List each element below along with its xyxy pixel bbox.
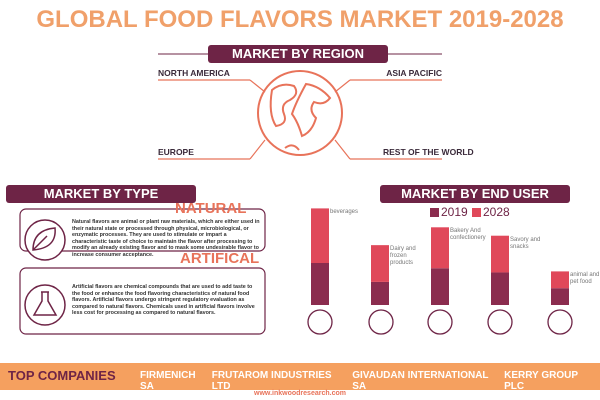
bar-segment <box>311 263 329 305</box>
bar-segment <box>311 208 329 263</box>
footer-band <box>0 363 600 390</box>
type-name: NATURAL <box>175 200 247 217</box>
end-user-icons <box>307 309 573 335</box>
legend-label: 2028 <box>483 205 510 219</box>
end-user-heading: MARKET BY END USER <box>380 185 570 203</box>
region-lines <box>158 79 442 160</box>
legend-swatch <box>430 208 439 217</box>
region-label: REST OF THE WORLD <box>383 147 474 157</box>
companies-heading: TOP COMPANIES <box>8 368 116 383</box>
type-heading: MARKET BY TYPE <box>6 185 196 203</box>
bar-segment <box>371 281 389 305</box>
bar-segment <box>551 288 569 305</box>
company: FIRMENICH SA <box>140 370 196 392</box>
company: GIVAUDAN INTERNATIONAL SA <box>352 370 489 392</box>
company: KERRY GROUP PLC <box>504 370 578 392</box>
globe <box>257 70 343 156</box>
leaf-icon <box>24 219 66 261</box>
legend-swatch <box>472 208 481 217</box>
region-label: ASIA PACIFIC <box>386 68 442 78</box>
company: FRUTAROM INDUSTRIES LTD <box>211 370 332 392</box>
title: GLOBAL FOOD FLAVORS MARKET 2019-2028 <box>36 6 564 33</box>
region-label: NORTH AMERICA <box>158 68 230 78</box>
company-list: FIRMENICH SA FRUTAROM INDUSTRIES LTD GIV… <box>140 370 600 392</box>
type-text: Artificial flavors are chemical compound… <box>72 284 255 317</box>
natural-box <box>19 208 266 252</box>
bar-segment <box>431 268 449 305</box>
url: www.inkwoodresearch.com <box>254 390 346 397</box>
category-label: Dairy and frozen products <box>390 246 416 267</box>
legend-label: 2019 <box>441 205 468 219</box>
region-label: EUROPE <box>158 147 194 157</box>
bar-segment <box>551 271 569 289</box>
category-label: animal and pet food <box>570 272 600 286</box>
flask-shape <box>32 291 58 316</box>
category-label: Savory and snacks <box>510 236 541 250</box>
region-heading: MARKET BY REGION <box>208 45 388 63</box>
category-label: beverages <box>330 209 359 216</box>
bar-segment <box>371 245 389 282</box>
type-name: ARTIFICAL <box>180 250 260 267</box>
bar-segment <box>491 272 509 305</box>
artificial-box <box>19 267 266 335</box>
type-text: Natural flavors are animal or plant raw … <box>72 219 260 258</box>
bar-segment <box>431 227 449 269</box>
bar-segment <box>491 235 509 273</box>
flask-icon <box>24 284 66 326</box>
category-label: Bakery And confectionery <box>450 228 486 242</box>
leaf-shape <box>32 227 56 251</box>
